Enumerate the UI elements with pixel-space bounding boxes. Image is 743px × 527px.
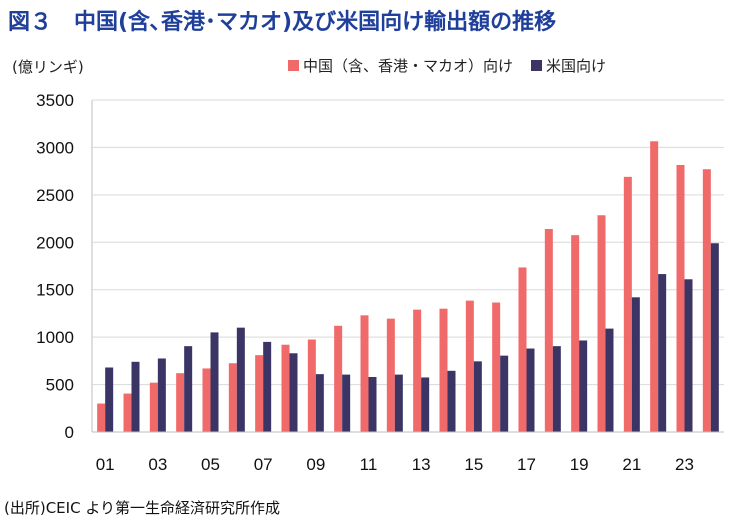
x-axis: 01 03 05 07 09 11 13 15 17 19 21 23 [92,431,724,474]
bar-china-02 [123,393,132,432]
bar-usa-07 [263,341,272,432]
bar-usa-08 [289,353,298,432]
legend-item-usa: 米国向け [531,55,606,76]
bar-usa-17 [526,348,535,432]
bar-china-19 [571,235,580,432]
legend-label-usa: 米国向け [546,57,607,75]
x-tick-label: 23 [675,455,694,474]
x-tick-label: 19 [570,455,589,474]
y-tick-label: 500 [46,376,74,395]
bar-usa-11 [368,376,377,432]
y-tick-label: 1000 [36,328,74,347]
bar-china-21 [623,176,632,432]
bar-china-04 [176,373,185,432]
x-tick-label: 07 [254,455,273,474]
x-tick-label: 11 [360,455,378,474]
y-tick-label: 2000 [36,233,74,252]
bar-usa-04 [184,346,193,432]
bar-usa-09 [315,374,324,432]
bar-china-20 [597,215,606,432]
legend-item-china: 中国（含、香港・マカオ）向け [288,55,513,76]
bar-usa-05 [210,332,219,432]
x-tick-label: 13 [412,455,431,474]
bar-china-22 [650,141,659,432]
bar-china-09 [307,339,316,432]
chart-title: 図３ 中国(含､香港･マカオ)及び米国向け輸出額の推移 [8,10,557,35]
bar-china-13 [413,309,422,432]
bar-usa-14 [447,370,456,432]
bar-usa-15 [473,361,482,432]
legend: 中国（含、香港・マカオ）向け 米国向け [288,55,624,76]
bar-china-05 [202,368,211,432]
bar-china-10 [334,325,343,432]
x-tick-label: 15 [464,455,483,474]
gridlines [92,99,724,386]
bar-usa-06 [236,327,245,432]
y-axis: 0 500 1000 1500 2000 2500 3000 3500 [36,91,93,442]
y-tick-label: 0 [65,423,74,442]
bar-usa-01 [105,367,114,432]
bar-usa-21 [631,297,640,432]
x-tick-label: 17 [517,455,536,474]
x-tick-label: 05 [201,455,220,474]
x-tick-label: 21 [622,455,641,474]
bar-china-07 [255,355,264,432]
bar-china-12 [386,318,395,432]
bar-china-06 [228,363,237,432]
y-tick-label: 2500 [36,186,74,205]
bar-china-15 [465,300,474,432]
bar-usa-23 [684,279,693,432]
y-tick-label: 1500 [36,281,74,300]
bar-china-18 [544,229,553,432]
bar-usa-02 [131,361,140,432]
bar-usa-24 [710,243,719,432]
bar-usa-12 [394,374,403,432]
legend-swatch-usa [531,60,543,71]
bar-china-11 [360,315,369,432]
y-tick-label: 3000 [36,138,74,157]
bar-usa-03 [157,358,166,432]
x-tick-label: 03 [148,455,167,474]
bar-china-14 [439,308,448,432]
bar-china-24 [702,169,711,432]
legend-swatch-china [288,60,299,71]
bar-china-23 [676,164,685,432]
bar-china-08 [281,344,290,432]
bar-usa-13 [421,377,430,432]
y-axis-unit-label: (億リンギ) [12,58,84,76]
bar-usa-22 [658,274,667,432]
source-note: (出所)CEIC より第一生命経済研究所作成 [4,499,281,517]
bar-china-01 [97,403,106,432]
bar-china-17 [518,267,527,432]
bars [97,141,719,432]
bar-usa-19 [579,340,588,432]
bar-china-16 [492,302,501,432]
x-tick-label: 09 [306,455,325,474]
y-tick-label: 3500 [36,91,74,110]
x-tick-label: 01 [96,455,115,474]
bar-china-03 [149,382,158,432]
bar-usa-20 [605,328,614,432]
bar-usa-16 [500,355,509,432]
legend-label-china: 中国（含、香港・マカオ）向け [303,57,514,75]
bar-usa-18 [552,346,561,432]
bar-usa-10 [342,374,351,432]
